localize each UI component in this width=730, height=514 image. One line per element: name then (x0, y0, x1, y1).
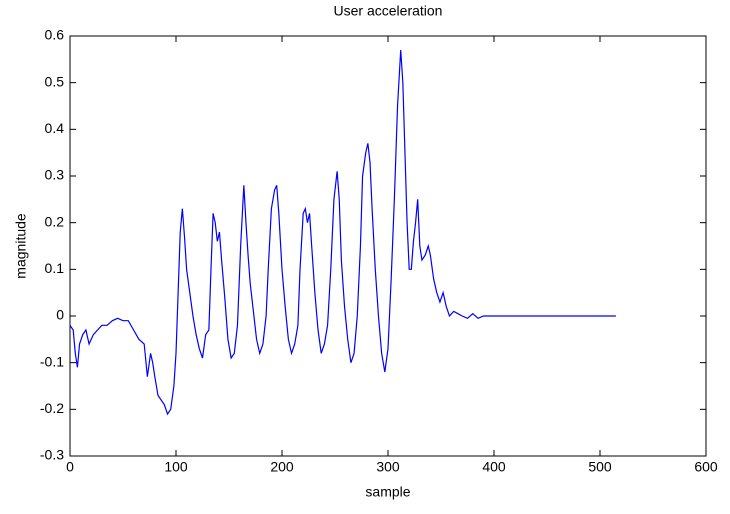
x-tick-label: 500 (588, 459, 612, 475)
x-tick-label: 200 (270, 459, 294, 475)
x-tick-label: 100 (164, 459, 188, 475)
chart-title: User acceleration (334, 3, 443, 19)
y-tick-label: 0.2 (45, 213, 65, 229)
x-tick-label: 0 (66, 459, 74, 475)
y-tick-label: -0.3 (40, 447, 64, 463)
line-series (69, 49, 616, 416)
y-tick-label: 0.5 (45, 73, 65, 89)
y-tick-label: 0.3 (45, 167, 65, 183)
y-tick-label: 0.6 (45, 27, 65, 43)
y-axis-label: magnitude (13, 213, 29, 279)
x-tick-label: 400 (482, 459, 506, 475)
y-tick-label: 0 (56, 307, 64, 323)
plot-area (69, 35, 707, 457)
y-tick-label: 0.1 (45, 260, 65, 276)
x-tick-label: 600 (694, 459, 718, 475)
x-tick-label: 300 (376, 459, 400, 475)
y-tick-label: 0.4 (45, 120, 65, 136)
y-tick-label: -0.2 (40, 400, 64, 416)
y-tick-label: -0.1 (40, 353, 64, 369)
x-axis-label: sample (365, 484, 410, 500)
